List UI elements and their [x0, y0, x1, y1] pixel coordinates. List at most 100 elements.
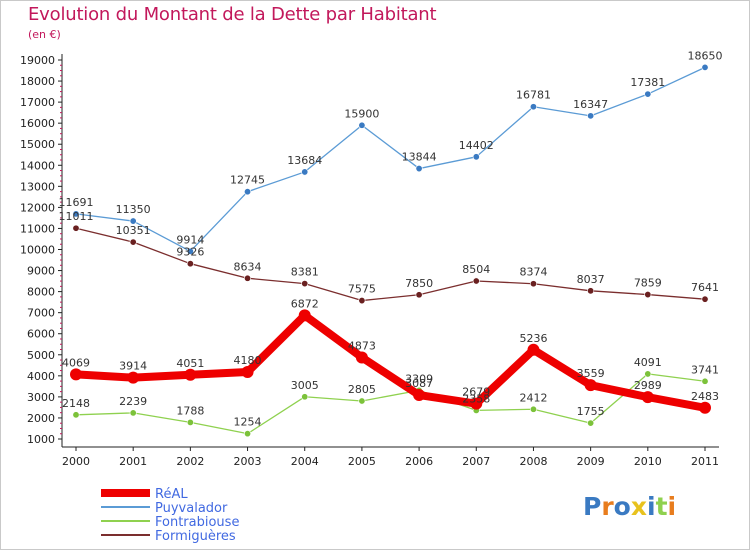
data-label: 4051 — [176, 357, 204, 370]
data-label: 5236 — [519, 332, 547, 345]
data-label: 8504 — [462, 263, 490, 276]
data-label: 16347 — [573, 98, 608, 111]
x-tick-label: 2004 — [291, 455, 319, 468]
x-tick-label: 2002 — [176, 455, 204, 468]
data-label: 3087 — [405, 377, 433, 390]
series-line-Fontrabiouse — [75, 373, 706, 435]
data-point — [415, 165, 423, 173]
data-label: 11350 — [116, 203, 151, 216]
data-point — [358, 297, 366, 305]
data-point — [244, 430, 252, 438]
x-tick-label: 2003 — [234, 455, 262, 468]
data-label: 2239 — [119, 395, 147, 408]
data-label: 11011 — [59, 210, 94, 223]
data-point — [699, 401, 711, 414]
data-label: 7575 — [348, 283, 376, 296]
y-tick-label: 1000 — [27, 433, 55, 446]
data-point — [127, 371, 140, 384]
series-layer: 11691 11350 9914 12745 13684 15900 13844 14402 1… — [59, 49, 723, 438]
data-point — [587, 419, 595, 427]
data-point — [301, 168, 309, 176]
data-label: 4091 — [634, 356, 662, 369]
x-tick-label: 2011 — [691, 455, 719, 468]
chart-title: Evolution du Montant de la Dette par Hab… — [28, 4, 437, 25]
data-point — [587, 287, 595, 295]
data-point — [184, 368, 197, 381]
data-label: 9326 — [176, 246, 204, 259]
data-label: 18650 — [688, 49, 723, 62]
y-tick-label: 2000 — [27, 412, 55, 425]
data-label: 3914 — [119, 360, 147, 373]
y-tick-label: 4000 — [27, 370, 55, 383]
data-point — [415, 291, 423, 299]
data-point — [72, 411, 80, 419]
data-point — [701, 295, 709, 303]
data-point — [72, 224, 80, 232]
data-point — [529, 280, 537, 288]
data-label: 14402 — [459, 139, 494, 152]
y-tick-label: 8000 — [27, 286, 55, 299]
data-point — [584, 379, 597, 392]
data-label: 17381 — [630, 76, 665, 89]
y-tick-label: 7000 — [27, 307, 55, 320]
data-label: 9914 — [176, 233, 204, 246]
x-tick-label: 2010 — [634, 455, 662, 468]
data-label: 10351 — [116, 224, 151, 237]
data-label: 4180 — [234, 354, 262, 367]
data-label: 8634 — [234, 260, 262, 273]
y-tick-label: 9000 — [27, 265, 55, 278]
data-point — [472, 277, 480, 285]
data-label: 3005 — [291, 379, 319, 392]
chart-subtitle: (en €) — [28, 28, 61, 41]
data-label: 8374 — [519, 266, 547, 279]
y-tick-label: 19000 — [20, 54, 55, 67]
data-point — [241, 366, 254, 379]
data-point — [472, 153, 480, 161]
data-point — [644, 90, 652, 98]
proxiti-logo: Proxiti — [583, 492, 676, 521]
data-label: 2358 — [462, 392, 490, 405]
legend-label: Fontrabiouse — [155, 515, 239, 530]
legend-label: Formiguères — [155, 529, 236, 544]
x-tick-label: 2000 — [62, 455, 90, 468]
y-tick-label: 6000 — [27, 328, 55, 341]
series-line-RéAL — [72, 311, 709, 412]
data-label: 16781 — [516, 89, 551, 102]
data-point — [527, 343, 540, 356]
legend-label: Puyvalador — [155, 501, 228, 516]
y-tick-label: 16000 — [20, 117, 55, 130]
data-point — [186, 260, 194, 268]
data-label: 1254 — [234, 416, 262, 429]
data-point — [529, 103, 537, 111]
data-point — [301, 393, 309, 401]
x-tick-label: 2008 — [519, 455, 547, 468]
data-point — [587, 112, 595, 120]
data-point — [644, 370, 652, 378]
data-label: 7850 — [405, 277, 433, 290]
x-tick-label: 2005 — [348, 455, 376, 468]
y-tick-label: 17000 — [20, 96, 55, 109]
data-point — [701, 63, 709, 71]
data-point — [301, 280, 309, 288]
data-label: 2989 — [634, 379, 662, 392]
data-label: 8381 — [291, 266, 319, 279]
data-label: 13844 — [402, 151, 437, 164]
series-line-Puyvalador — [75, 66, 706, 252]
y-tick-label: 11000 — [20, 222, 55, 235]
data-point — [186, 247, 194, 255]
x-tick-label: 2006 — [405, 455, 433, 468]
x-tick-label: 2007 — [462, 455, 490, 468]
data-point — [298, 309, 311, 322]
data-point — [358, 397, 366, 405]
data-label: 6872 — [291, 297, 319, 310]
y-tick-label: 5000 — [27, 349, 55, 362]
logo-text: Proxiti — [583, 492, 676, 521]
data-label: 13684 — [287, 154, 322, 167]
data-point — [244, 188, 252, 196]
x-tick-label: 2001 — [119, 455, 147, 468]
data-point — [644, 291, 652, 299]
data-point — [355, 351, 368, 364]
data-label: 1755 — [577, 405, 605, 418]
data-point — [186, 418, 194, 426]
